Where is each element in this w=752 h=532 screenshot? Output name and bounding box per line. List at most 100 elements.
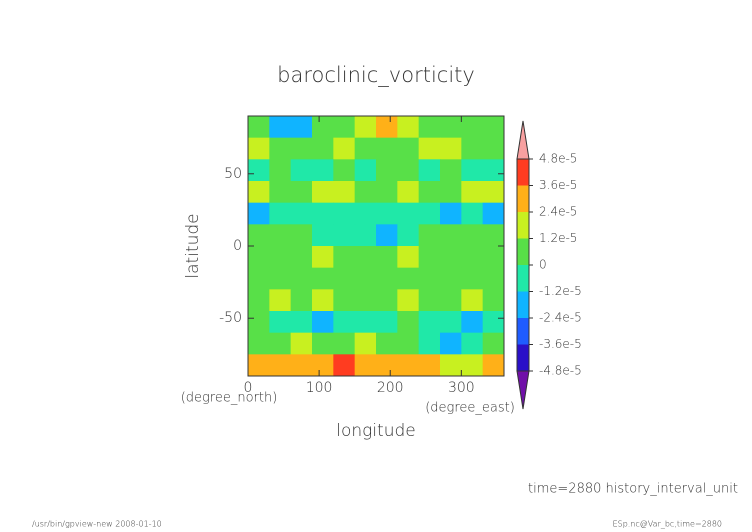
y-unit: (degree_north): [181, 391, 278, 406]
heat-cell: [482, 202, 505, 225]
heat-cell: [482, 311, 505, 334]
heat-cell: [269, 202, 292, 225]
heat-cell: [248, 332, 270, 355]
annotation: time=2880 history_interval_unit: [528, 482, 738, 497]
heat-cell: [312, 202, 334, 225]
heat-cell: [248, 181, 270, 204]
heat-cell: [269, 354, 292, 377]
heat-cell: [333, 246, 356, 269]
heat-cell: [312, 224, 334, 247]
heat-cell: [269, 181, 292, 204]
heat-cell: [354, 159, 377, 182]
colorbar-label: -1.2e-5: [539, 284, 582, 298]
heat-cell: [397, 354, 420, 377]
heat-cell: [482, 289, 505, 312]
heat-cell: [269, 224, 292, 247]
heat-cell: [248, 311, 270, 334]
heat-cell: [290, 116, 313, 139]
colorbar-band: [517, 318, 529, 345]
heat-cell: [418, 289, 441, 312]
heat-cell: [397, 246, 420, 269]
heat-cell: [440, 202, 462, 225]
heat-cell: [354, 116, 377, 139]
heat-cell: [376, 181, 398, 204]
heat-cell: [354, 354, 377, 377]
heat-cell: [376, 267, 398, 290]
heat-cell: [290, 311, 313, 334]
heat-cell: [397, 181, 420, 204]
heat-cell: [397, 311, 420, 334]
heat-cell: [482, 267, 505, 290]
heat-cell: [290, 354, 313, 377]
heat-cell: [482, 246, 505, 269]
heat-cell: [418, 267, 441, 290]
x-tick-label: 200: [377, 380, 404, 396]
heat-cell: [290, 202, 313, 225]
footer-left: /usr/bin/gpview-new 2008-01-10: [32, 520, 162, 529]
heat-cell: [376, 137, 398, 160]
heat-cell: [482, 332, 505, 355]
heat-cell: [269, 246, 292, 269]
heat-cell: [482, 181, 505, 204]
heat-cell: [312, 354, 334, 377]
heat-cell: [397, 159, 420, 182]
colorbar-under: [516, 370, 530, 410]
heat-cell: [333, 332, 356, 355]
colorbar-band: [517, 159, 529, 186]
footer-right: ESp.nc@Var_bc,time=2880: [613, 520, 722, 529]
heat-cell: [312, 246, 334, 269]
heat-cell: [248, 116, 270, 139]
heat-cell: [333, 137, 356, 160]
heat-cell: [269, 311, 292, 334]
heat-cell: [418, 181, 441, 204]
colorbar-band: [517, 238, 529, 265]
heat-cell: [312, 267, 334, 290]
heat-cell: [333, 224, 356, 247]
heat-cell: [290, 267, 313, 290]
colorbar-label: -3.6e-5: [539, 337, 582, 351]
heat-cell: [354, 137, 377, 160]
heat-cell: [418, 159, 441, 182]
heat-cell: [248, 246, 270, 269]
y-tick-label: 50: [224, 166, 242, 182]
heat-cell: [440, 289, 462, 312]
heat-cell: [397, 137, 420, 160]
heat-cell: [376, 116, 398, 139]
heat-cell: [248, 159, 270, 182]
heat-cell: [461, 116, 484, 139]
heat-cell: [461, 137, 484, 160]
heat-cell: [418, 311, 441, 334]
heat-cell: [440, 224, 462, 247]
heat-cell: [354, 246, 377, 269]
colorbar-label: 3.6e-5: [539, 178, 577, 192]
colorbar-band: [517, 265, 529, 292]
heat-cell: [354, 224, 377, 247]
colorbar-label: 1.2e-5: [539, 231, 577, 245]
colorbar-label: -4.8e-5: [539, 364, 582, 378]
heat-cell: [440, 332, 462, 355]
heat-cell: [333, 354, 356, 377]
heat-cell: [461, 267, 484, 290]
heat-cell: [354, 332, 377, 355]
heat-cell: [312, 311, 334, 334]
heat-cell: [333, 116, 356, 139]
heat-cell: [397, 202, 420, 225]
colorbar-label: -2.4e-5: [539, 311, 582, 325]
colorbar-label: 4.8e-5: [539, 152, 577, 166]
heat-cell: [397, 224, 420, 247]
heat-cell: [440, 267, 462, 290]
heat-cell: [269, 159, 292, 182]
heat-cell: [461, 224, 484, 247]
heat-cell: [461, 159, 484, 182]
colorbar-band: [517, 185, 529, 212]
y-tick-label: -50: [219, 310, 242, 326]
heat-cell: [482, 224, 505, 247]
heat-cell: [269, 267, 292, 290]
heat-cell: [418, 202, 441, 225]
heat-cell: [461, 311, 484, 334]
heat-cell: [376, 311, 398, 334]
heat-cell: [440, 137, 462, 160]
heat-cell: [397, 289, 420, 312]
heat-cell: [248, 202, 270, 225]
heat-cell: [418, 137, 441, 160]
